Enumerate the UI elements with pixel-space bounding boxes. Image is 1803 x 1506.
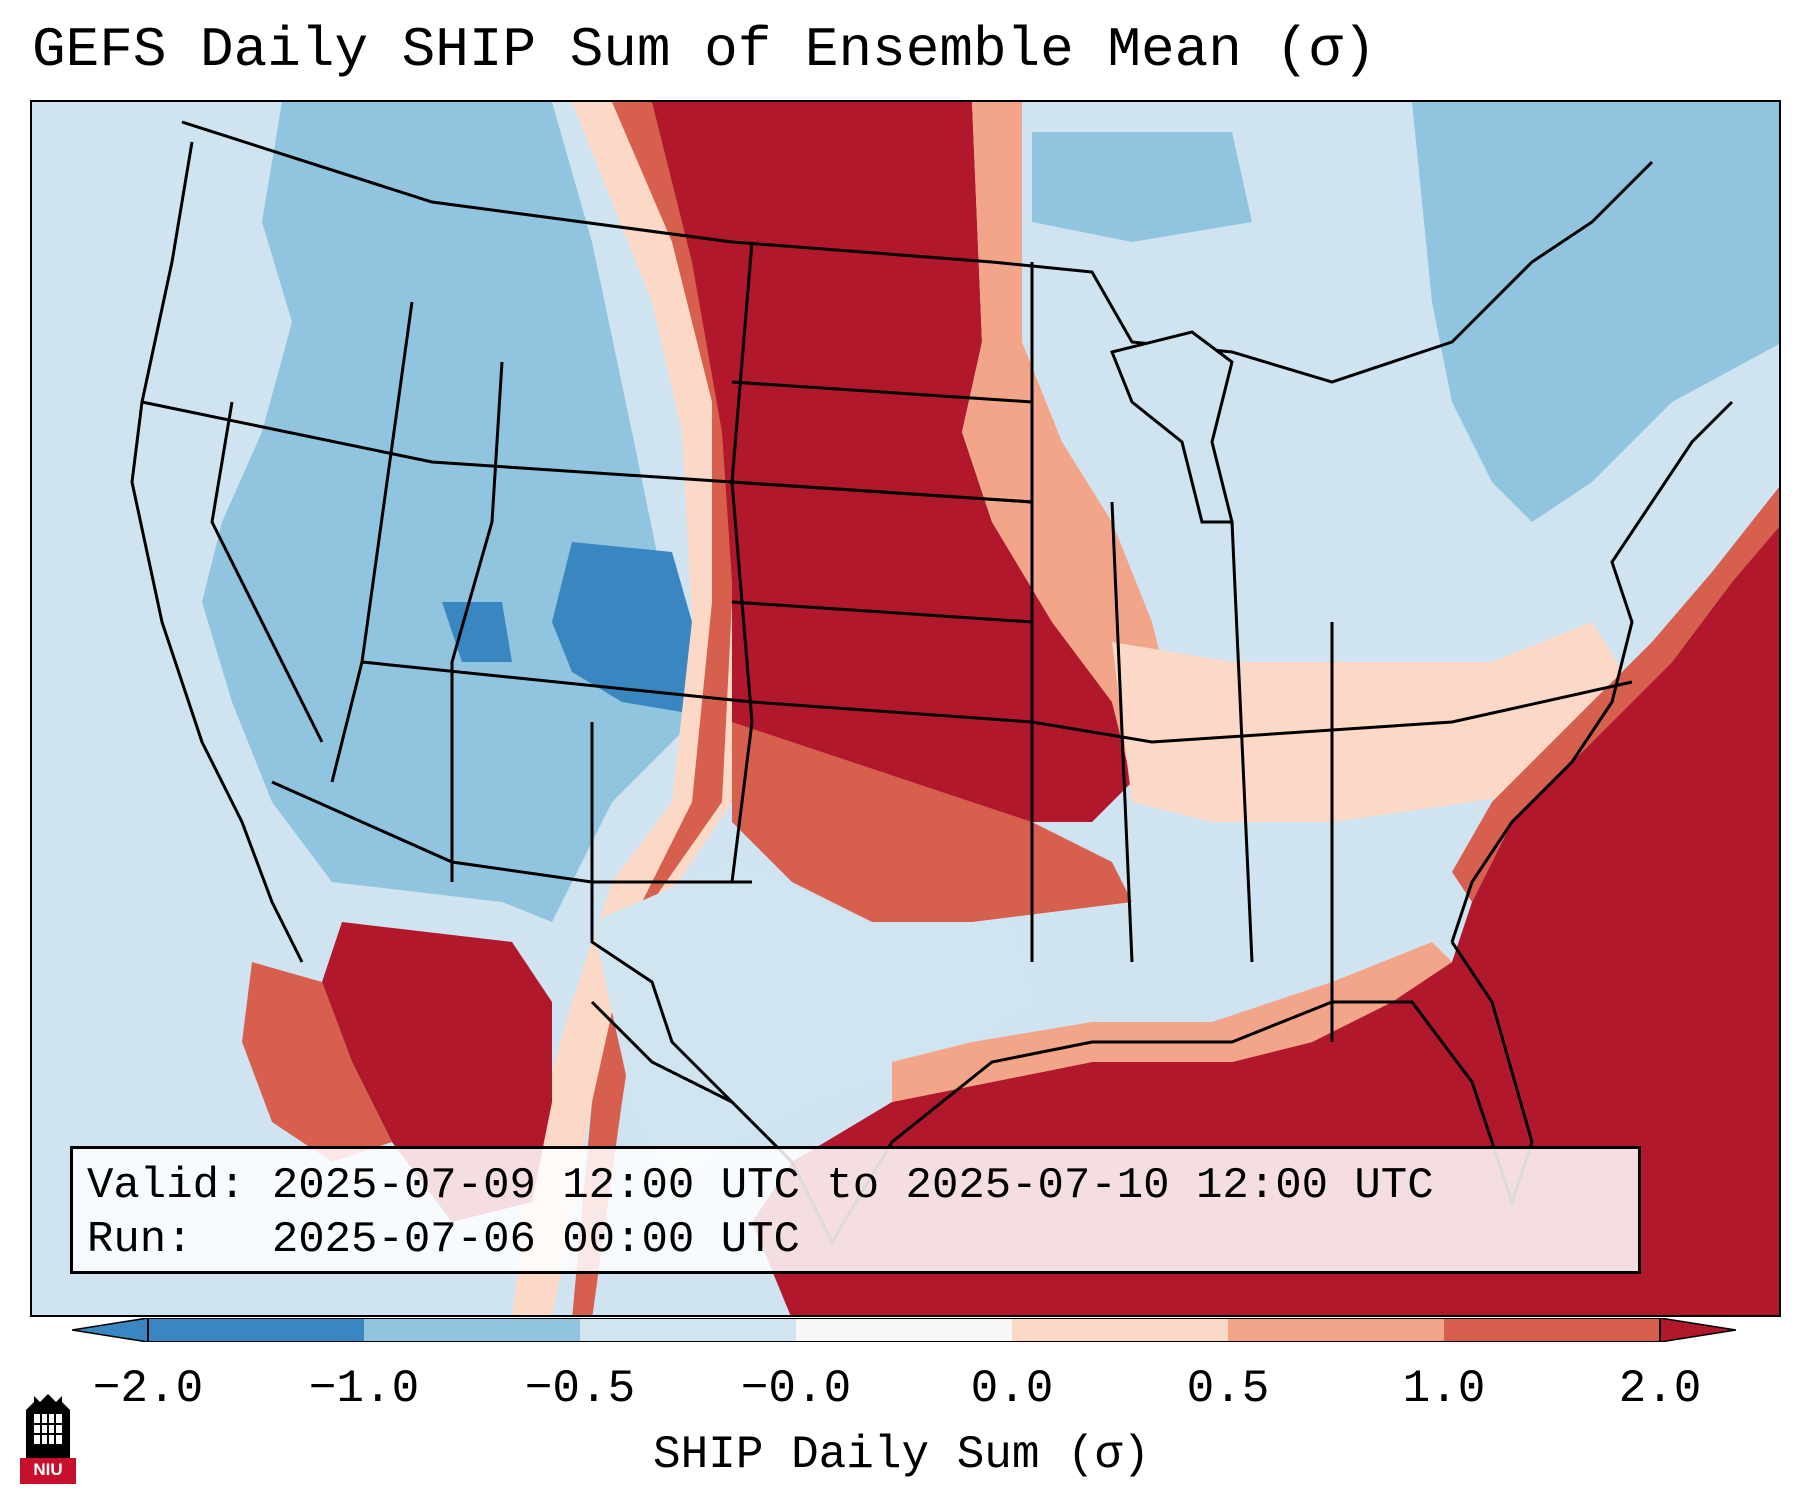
colorbar-bins [72, 1318, 1736, 1342]
region-plains-pink [512, 102, 752, 1315]
chart-title: GEFS Daily SHIP Sum of Ensemble Mean (σ) [32, 18, 1377, 82]
region-gulf-fringe [892, 942, 1452, 1102]
niu-logo: NIU [20, 1392, 76, 1484]
region-northern-plains [652, 102, 1132, 862]
colorbar-bin [1228, 1318, 1445, 1342]
colorbar-outline [147, 1318, 1661, 1342]
region-gulf-atlantic [752, 526, 1779, 1315]
niu-building-icon [20, 1392, 76, 1484]
colorbar-tick-label: −2.0 [92, 1363, 204, 1415]
valid-time-line: Valid: 2025-07-09 12:00 UTC to 2025-07-1… [87, 1161, 1434, 1211]
region-colorado-utah [552, 542, 692, 712]
colorbar-bin [148, 1318, 365, 1342]
region-northeast-blue [1412, 102, 1779, 522]
region-texas [592, 862, 1032, 1182]
colorbar-tick-label: −0.5 [524, 1363, 636, 1415]
region-canada-blue [1032, 132, 1252, 242]
colorbar-extend-low [72, 1318, 149, 1342]
colorbar-tick-label: 1.0 [1402, 1363, 1486, 1415]
valid-run-box: Valid: 2025-07-09 12:00 UTC to 2025-07-1… [70, 1146, 1641, 1274]
region-baja-salmon [242, 962, 392, 1162]
colorbar-tick-label: −1.0 [308, 1363, 420, 1415]
us-west-coast [130, 141, 304, 963]
colorbar-bin [364, 1318, 581, 1342]
colorbar-tick-label: 0.0 [970, 1363, 1054, 1415]
region-midwest-salmon [962, 102, 1172, 782]
colorbar-bin [580, 1318, 797, 1342]
colorbar-bin [1444, 1318, 1661, 1342]
atlantic-coast [1450, 400, 1734, 943]
state-lines-west [141, 241, 1033, 884]
logo-text: NIU [33, 1460, 63, 1479]
great-lakes [1109, 330, 1234, 524]
colorbar-extend-high [1659, 1318, 1736, 1342]
colorbar-label: SHIP Daily Sum (σ) [653, 1429, 1150, 1481]
region-utah-spot [442, 602, 512, 662]
map-svg [130, 102, 1779, 1315]
colorbar-tick-label: 2.0 [1618, 1363, 1702, 1415]
run-time-line: Run: 2025-07-06 00:00 UTC [87, 1215, 800, 1265]
region-intermountain-west [202, 102, 692, 922]
colorbar-tick-label: 0.5 [1186, 1363, 1270, 1415]
colorbar [72, 1318, 1736, 1342]
colorbar-bin [1012, 1318, 1229, 1342]
colorbar-tick-label: −0.0 [740, 1363, 852, 1415]
state-lines-central [731, 262, 1633, 1042]
colorbar-bin [796, 1318, 1013, 1342]
us-mexico-border [271, 780, 734, 1104]
map-panel: Valid: 2025-07-09 12:00 UTC to 2025-07-1… [30, 100, 1781, 1317]
